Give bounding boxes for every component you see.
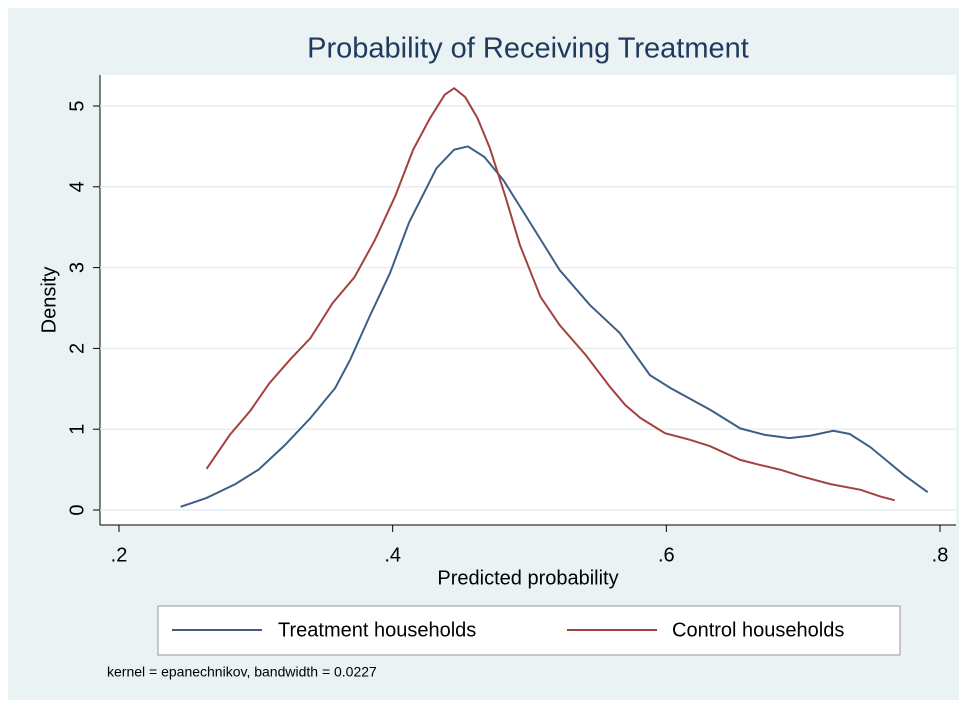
y-tick-label: 4 — [66, 181, 88, 192]
y-tick-label: 5 — [66, 100, 88, 111]
y-tick-label: 1 — [66, 424, 88, 435]
x-tick-label: .8 — [932, 544, 949, 566]
x-axis-title: Predicted probability — [437, 567, 618, 589]
y-tick-label: 2 — [66, 343, 88, 354]
legend-box — [157, 605, 901, 656]
x-tick-label: .6 — [658, 544, 675, 566]
note: kernel = epanechnikov, bandwidth = 0.022… — [107, 664, 377, 680]
y-tick-label: 0 — [66, 504, 88, 515]
y-axis-title: Density — [38, 267, 60, 334]
density-line — [180, 145, 929, 508]
x-tick-label: .4 — [384, 544, 401, 566]
x-tick-label: .2 — [111, 544, 128, 566]
legend-label: Control households — [672, 619, 844, 641]
y-tick-label: 3 — [66, 262, 88, 273]
plot-region — [100, 75, 956, 525]
chart-title: Probability of Receiving Treatment — [307, 33, 749, 65]
legend-label: Treatment households — [278, 619, 476, 641]
density-line — [205, 86, 896, 502]
